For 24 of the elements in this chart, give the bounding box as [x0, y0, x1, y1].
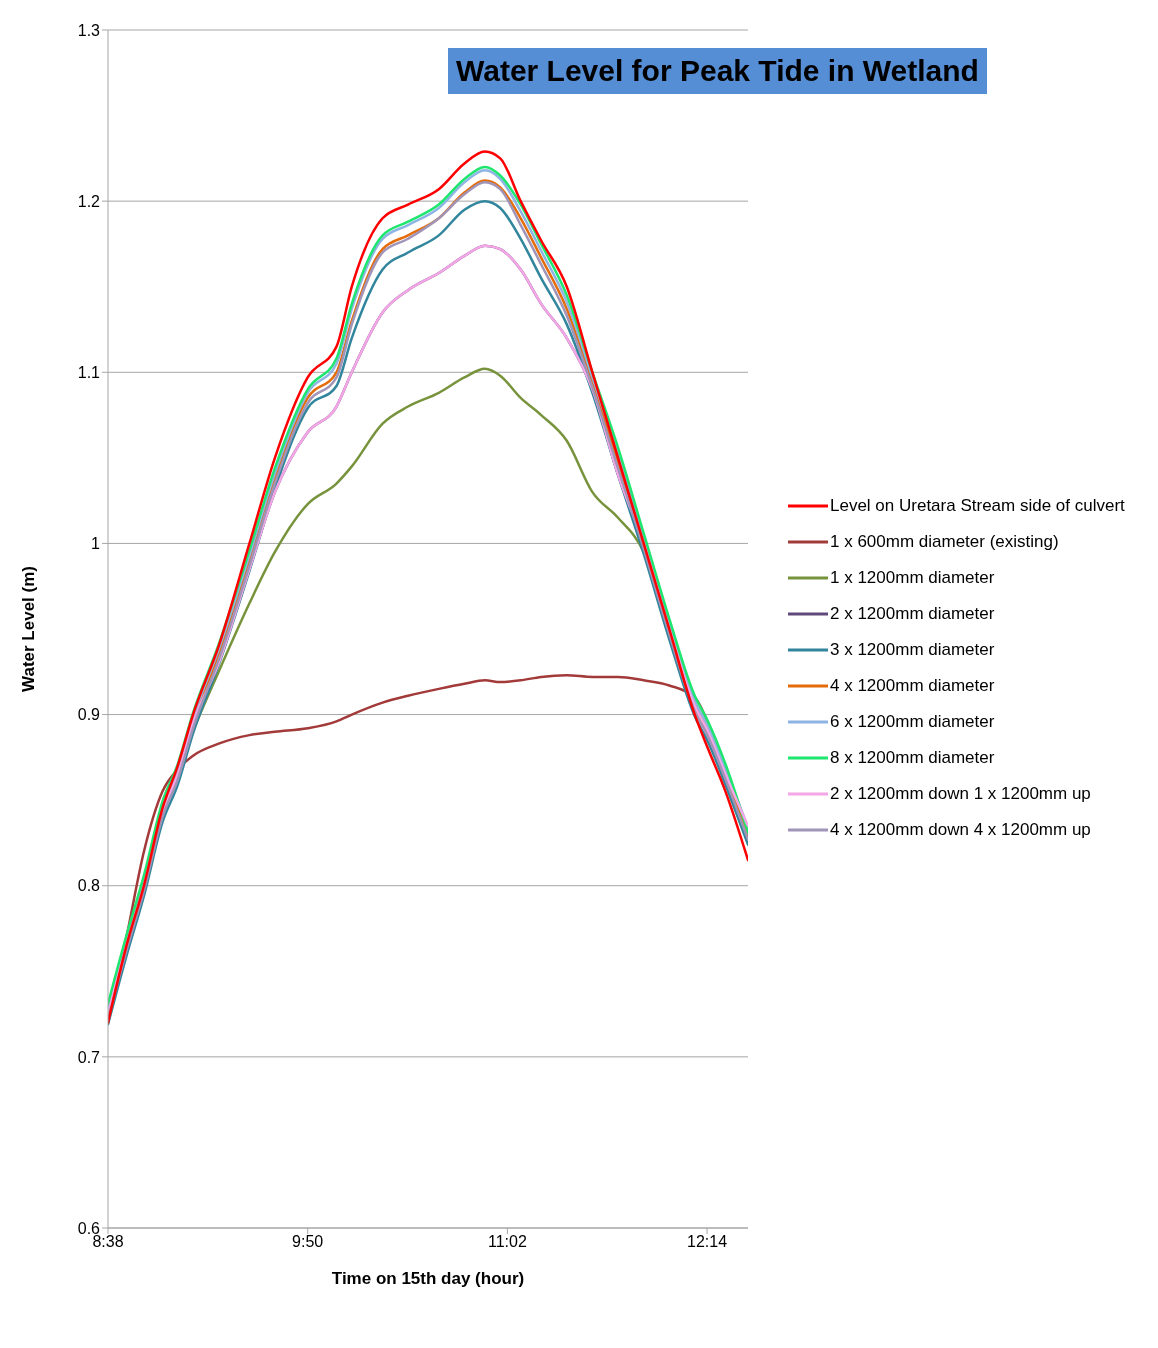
legend-label: 4 x 1200mm down 4 x 1200mm up	[830, 820, 1091, 840]
text: Water Level for Peak Tide in Wetland	[448, 48, 987, 94]
x-tick-label: 12:14	[687, 1233, 728, 1251]
x-tick-label: 9:50	[292, 1233, 324, 1251]
legend-label: 8 x 1200mm diameter	[830, 748, 995, 768]
y-tick-label: 0.9	[77, 706, 101, 724]
legend-label: 1 x 600mm diameter (existing)	[830, 532, 1059, 552]
y-tick-label: 1	[91, 535, 101, 553]
legend-label: Level on Uretara Stream side of culvert	[830, 496, 1125, 516]
x-tick-label: 11:02	[487, 1233, 527, 1251]
legend-label: 2 x 1200mm diameter	[830, 604, 995, 624]
x-tick-label: 8:38	[92, 1233, 124, 1251]
x-axis-title: Time on 15th day (hour)	[331, 1269, 525, 1288]
y-tick-label: 0.8	[77, 877, 101, 895]
legend-label: 6 x 1200mm diameter	[830, 712, 995, 732]
y-axis-title: Water Level (m)	[19, 566, 39, 692]
legend-label: 2 x 1200mm down 1 x 1200mm up	[830, 784, 1091, 804]
legend-label: 4 x 1200mm diameter	[830, 676, 995, 696]
y-tick-label: 0.7	[77, 1048, 101, 1066]
legend-label: 3 x 1200mm diameter	[830, 640, 995, 660]
y-tick-label: 1.3	[77, 21, 101, 39]
legend-label: 1 x 1200mm diameter	[830, 568, 995, 588]
y-tick-label: 1.2	[77, 192, 101, 210]
y-tick-label: 1.1	[77, 363, 101, 381]
